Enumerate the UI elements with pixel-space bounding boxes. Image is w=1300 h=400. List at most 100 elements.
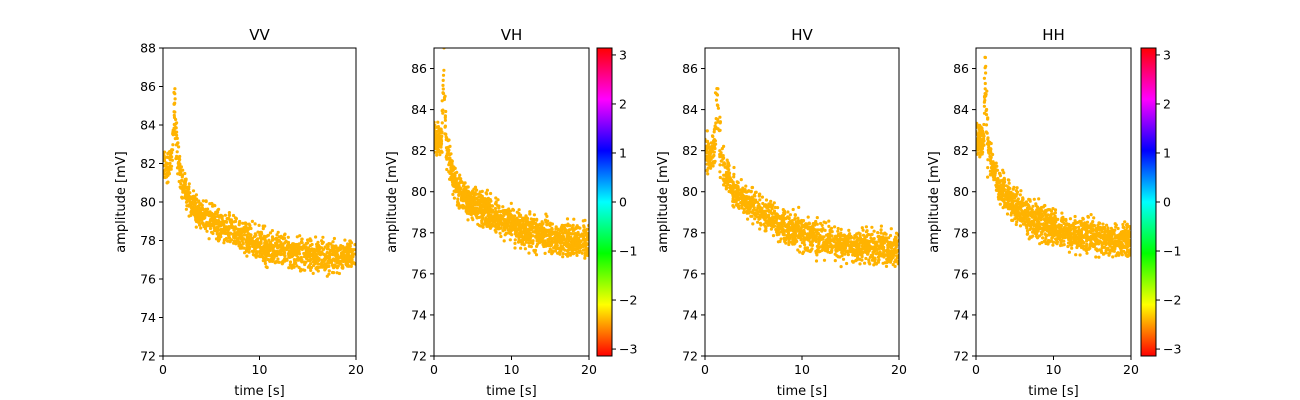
scatter-point bbox=[806, 234, 810, 238]
scatter-point bbox=[808, 230, 812, 234]
scatter-point bbox=[444, 109, 448, 114]
scatter-point bbox=[864, 225, 869, 229]
scatter-point bbox=[513, 217, 517, 221]
scatter-point bbox=[797, 224, 801, 228]
scatter-point bbox=[485, 192, 489, 196]
scatter-point bbox=[304, 254, 308, 258]
scatter-point bbox=[168, 157, 172, 161]
y-tick-label: 72 bbox=[682, 349, 698, 364]
scatter-point bbox=[879, 231, 883, 235]
scatter-point bbox=[300, 260, 304, 264]
scatter-point bbox=[861, 247, 865, 251]
scatter-point bbox=[763, 215, 767, 219]
scatter-point bbox=[775, 217, 779, 221]
scatter-point bbox=[770, 222, 774, 226]
scatter-point bbox=[267, 253, 271, 258]
scatter-point bbox=[234, 217, 238, 221]
scatter-point bbox=[713, 124, 717, 128]
scatter-point bbox=[238, 228, 242, 233]
y-tick-label: 86 bbox=[682, 61, 698, 76]
scatter-point bbox=[546, 238, 550, 242]
scatter-point bbox=[276, 257, 280, 261]
scatter-point bbox=[722, 173, 726, 177]
scatter-point bbox=[761, 201, 765, 206]
scatter-point bbox=[798, 250, 802, 254]
scatter-point bbox=[466, 185, 470, 189]
scatter-point bbox=[341, 259, 345, 264]
scatter-point bbox=[790, 224, 794, 228]
scatter-point bbox=[575, 232, 580, 236]
scatter-point bbox=[477, 192, 481, 196]
scatter-point bbox=[284, 240, 288, 244]
scatter-point bbox=[313, 262, 317, 266]
scatter-point bbox=[712, 139, 716, 143]
scatter-point bbox=[239, 237, 243, 241]
scatter-point bbox=[163, 154, 166, 158]
scatter-point bbox=[515, 210, 519, 214]
scatter-point bbox=[509, 229, 513, 233]
scatter-point bbox=[270, 229, 274, 233]
scatter-point bbox=[241, 221, 245, 225]
scatter-point bbox=[327, 254, 331, 259]
scatter-point bbox=[577, 238, 581, 242]
scatter-point bbox=[193, 215, 197, 219]
scatter-point bbox=[566, 254, 570, 258]
scatter-point bbox=[822, 220, 826, 224]
scatter-point bbox=[328, 251, 332, 255]
scatter-point bbox=[441, 91, 446, 96]
scatter-point bbox=[831, 239, 835, 243]
scatter-point bbox=[1121, 222, 1125, 227]
scatter-point bbox=[541, 228, 545, 232]
scatter-point bbox=[736, 185, 740, 189]
scatter-point bbox=[545, 228, 549, 232]
scatter-point bbox=[732, 165, 736, 170]
scatter-point bbox=[544, 212, 548, 216]
scatter-point bbox=[314, 248, 318, 252]
scatter-point bbox=[248, 224, 252, 228]
scatter-point bbox=[705, 144, 709, 148]
scatter-point bbox=[330, 245, 334, 249]
scatter-point bbox=[486, 214, 490, 218]
scatter-point bbox=[574, 241, 578, 246]
scatter-point bbox=[726, 177, 730, 181]
scatter-point bbox=[1068, 217, 1072, 221]
scatter-point bbox=[172, 102, 176, 106]
scatter-point bbox=[1015, 186, 1019, 190]
scatter-point bbox=[494, 202, 498, 206]
scatter-point bbox=[295, 258, 299, 262]
scatter-point bbox=[332, 236, 336, 241]
scatter-point bbox=[984, 109, 988, 113]
scatter-point bbox=[290, 266, 294, 270]
scatter-point bbox=[857, 244, 861, 248]
scatter-point bbox=[288, 260, 293, 264]
x-axis-label: time [s] bbox=[777, 384, 827, 399]
scatter-point bbox=[833, 259, 837, 263]
scatter-point bbox=[184, 207, 188, 211]
scatter-point bbox=[306, 246, 310, 250]
scatter-point bbox=[443, 114, 447, 118]
scatter-point bbox=[227, 211, 231, 215]
scatter-point bbox=[254, 245, 258, 249]
scatter-point bbox=[738, 196, 742, 200]
scatter-point bbox=[347, 250, 351, 254]
scatter-point bbox=[821, 243, 825, 247]
scatter-point bbox=[216, 228, 220, 232]
scatter-point bbox=[258, 236, 262, 240]
scatter-points bbox=[976, 55, 1131, 259]
scatter-point bbox=[550, 231, 555, 235]
scatter-point bbox=[534, 224, 538, 228]
scatter-point bbox=[166, 180, 170, 184]
scatter-point bbox=[568, 228, 572, 232]
scatter-point bbox=[793, 217, 797, 221]
scatter-point bbox=[263, 261, 267, 266]
scatter-point bbox=[715, 93, 720, 97]
scatter-point bbox=[1094, 255, 1098, 259]
scatter-point bbox=[485, 224, 489, 228]
scatter-point bbox=[531, 241, 535, 245]
scatter-point bbox=[513, 225, 518, 229]
scatter-point bbox=[879, 241, 883, 245]
scatter-point bbox=[204, 213, 208, 217]
scatter-point bbox=[1005, 212, 1010, 216]
scatter-point bbox=[766, 205, 770, 209]
scatter-point bbox=[556, 246, 560, 251]
